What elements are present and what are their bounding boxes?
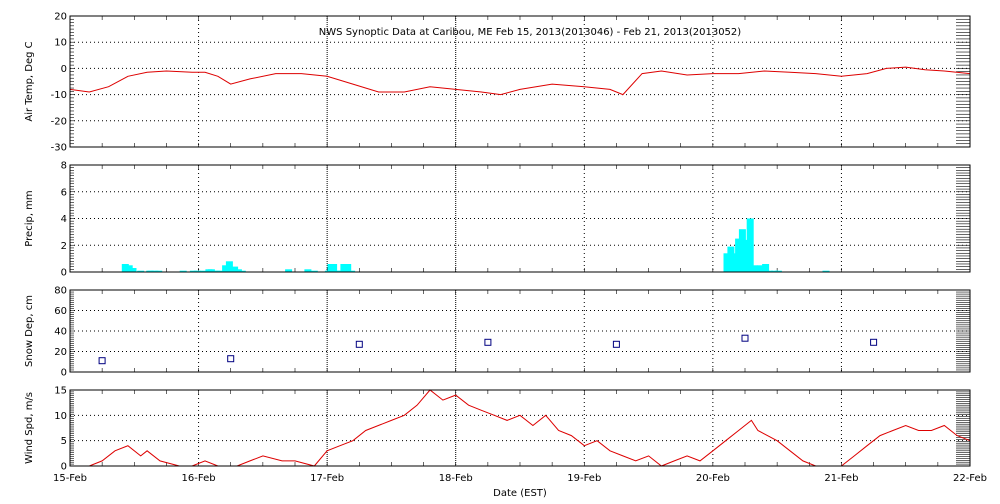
series-line (70, 389, 971, 467)
chart-title: NWS Synoptic Data at Caribou, ME Feb 15,… (319, 27, 741, 38)
x-tick-label: 21-Feb (824, 473, 858, 484)
precip-bar (189, 270, 197, 272)
x-tick-label: 19-Feb (567, 473, 601, 484)
x-tick-label: 15-Feb (53, 473, 87, 484)
snow-depth-point (612, 340, 620, 348)
y-tick-label: 0 (61, 368, 67, 379)
precip-bar (225, 261, 233, 272)
y-tick-label: 2 (61, 241, 67, 252)
precip-bar (735, 238, 743, 272)
y-tick-label: 0 (61, 268, 67, 279)
precip-bar (742, 239, 750, 272)
precip-bar (207, 269, 215, 272)
y-tick-label: 5 (61, 436, 67, 447)
precip-bar (822, 270, 830, 272)
precip-bar (762, 264, 770, 272)
precip-bar (304, 269, 312, 272)
y-tick-label: -30 (51, 143, 67, 154)
y-axis-label: Wind Spd, m/s (24, 392, 35, 464)
panel-frame (69, 389, 971, 467)
panel-1: 20 10 0 -10 -20 -30 Air Temp, Deg C (24, 12, 971, 154)
panel-frame (69, 15, 971, 148)
precip-bar (336, 270, 344, 272)
y-tick-label: 80 (54, 286, 67, 297)
panel-3: 80 60 40 20 0 Snow Dep, cm (24, 286, 971, 379)
y-axis-label: Air Temp, Deg C (24, 41, 35, 121)
snow-depth-point (484, 338, 492, 346)
y-tick-label: 10 (54, 38, 67, 49)
snow-depth-point (98, 357, 106, 365)
precip-bar (179, 270, 187, 272)
precip-bar (238, 270, 246, 272)
snow-depth-point (870, 338, 878, 346)
precip-bar (213, 270, 221, 272)
y-tick-label: 10 (54, 411, 67, 422)
x-tick-label: 17-Feb (310, 473, 344, 484)
y-tick-label: 8 (61, 161, 67, 172)
y-tick-label: -10 (51, 90, 67, 101)
precip-bar (723, 253, 731, 272)
x-axis-label: Date (EST) (493, 488, 547, 499)
snow-depth-point (227, 355, 235, 363)
precip-bar (222, 265, 230, 272)
panel-2: 8 6 4 2 0 Precip, mm (24, 161, 971, 279)
y-tick-label: 40 (54, 327, 67, 338)
precip-bar (727, 246, 735, 272)
precip-bar (340, 264, 348, 272)
y-tick-label: 15 (54, 386, 67, 397)
precip-bar (285, 269, 293, 272)
y-tick-label: 0 (61, 64, 67, 75)
precip-bar (137, 270, 145, 272)
snow-depth-point (741, 334, 749, 342)
y-tick-label: 0 (61, 462, 67, 473)
x-tick-label: 16-Feb (182, 473, 216, 484)
precip-bar (125, 265, 133, 272)
precip-bar (765, 270, 773, 272)
y-tick-label: -20 (51, 116, 67, 127)
panel-frame (69, 164, 971, 273)
y-tick-label: 20 (54, 12, 67, 23)
precip-bar (746, 218, 754, 272)
panel-4: 15 10 5 0 Wind Spd, m/s (24, 386, 971, 473)
x-tick-label: 18-Feb (439, 473, 473, 484)
precip-bar (344, 264, 352, 272)
precip-bar (121, 264, 129, 272)
precip-bar (129, 268, 137, 272)
precip-bar (193, 270, 201, 272)
series-line (69, 66, 971, 96)
y-tick-label: 60 (54, 306, 67, 317)
precip-bar (750, 265, 758, 272)
precip-bar (731, 253, 739, 272)
y-tick-label: 20 (54, 347, 67, 358)
x-tick-label: 20-Feb (696, 473, 730, 484)
y-tick-label: 6 (61, 187, 67, 198)
precip-bar (771, 270, 779, 272)
precip-bar (155, 270, 163, 272)
precip-bar (330, 264, 338, 272)
snow-depth-point (355, 340, 363, 348)
precip-bar (348, 270, 356, 272)
precip-bar (310, 270, 318, 272)
precip-bar (756, 265, 764, 272)
precip-bar (231, 266, 239, 272)
x-tick-label: 22-Feb (953, 473, 987, 484)
precip-bar (234, 269, 242, 272)
precip-bar (738, 229, 746, 272)
precip-bar (200, 270, 208, 272)
precip-bar (774, 270, 782, 272)
panel-frame (69, 289, 971, 373)
y-axis-label: Precip, mm (24, 190, 35, 246)
precip-bar (151, 270, 159, 272)
y-axis-label: Snow Dep, cm (24, 295, 35, 367)
precip-bar (216, 270, 224, 272)
precip-bar (147, 270, 155, 272)
y-tick-label: 4 (61, 214, 67, 225)
